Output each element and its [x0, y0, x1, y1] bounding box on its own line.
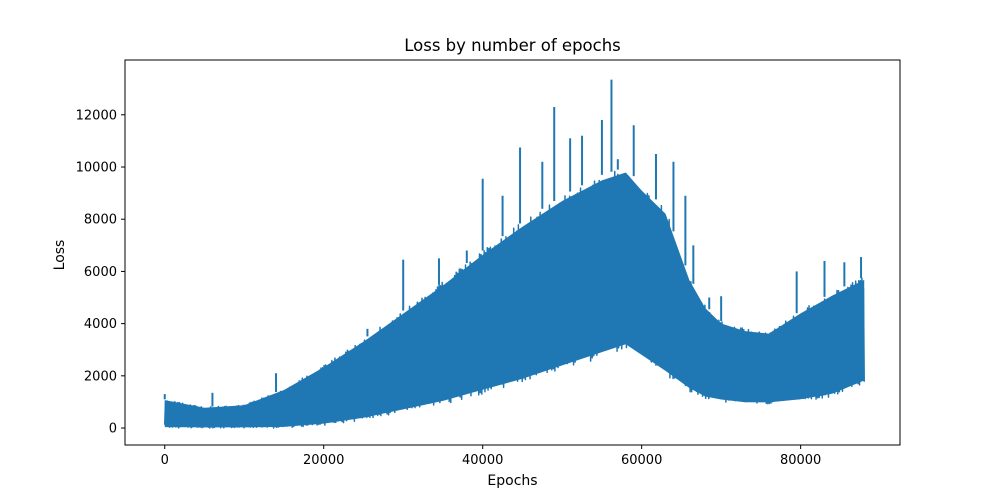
y-tick-label: 0 — [109, 422, 117, 437]
y-tick-label: 10000 — [76, 161, 117, 176]
x-axis-label: Epochs — [487, 473, 537, 489]
y-tick-label: 4000 — [84, 317, 117, 332]
plot-area — [163, 79, 865, 429]
y-tick-label: 8000 — [84, 213, 117, 228]
x-tick-label: 40000 — [462, 453, 503, 468]
axes-frame — [124, 59, 901, 446]
loss-series-band — [164, 172, 865, 428]
chart-title: Loss by number of epochs — [404, 36, 621, 55]
x-tick-label: 20000 — [303, 453, 344, 468]
y-axis-label: Loss — [52, 240, 68, 271]
x-tick-label: 0 — [161, 453, 169, 468]
y-tick-label: 6000 — [84, 265, 117, 280]
axes: 0 20000 40000 60000 80000 0 2000 4000 6000 8000 10… — [76, 59, 901, 468]
x-tick-label: 80000 — [780, 453, 821, 468]
y-tick-label: 12000 — [76, 108, 117, 123]
x-tick-label: 60000 — [621, 453, 662, 468]
y-tick-label: 2000 — [84, 369, 117, 384]
